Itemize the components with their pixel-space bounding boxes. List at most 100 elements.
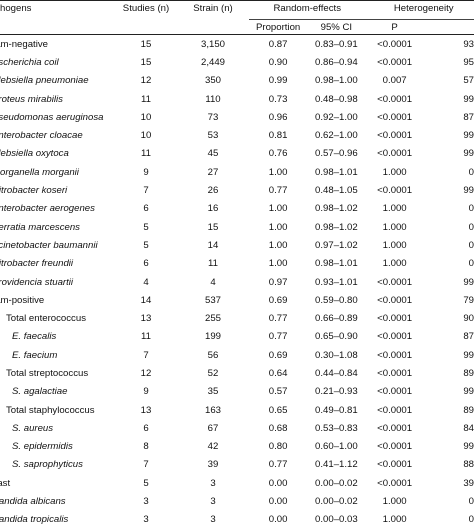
studies-cell: 13 [115,401,177,419]
pathogen-cell: Pseudomonas aeruginosa [0,108,115,126]
strain-cell: 42 [177,438,249,456]
i2-cell: 93.1 [424,35,474,54]
i2-cell: 0.0 [424,255,474,273]
proportion-cell: 0.57 [249,383,307,401]
pathogen-cell: Total streptococcus [0,364,115,382]
ci-cell: 0.00–0.03 [307,511,365,529]
pathogen-cell: E. faecium [0,346,115,364]
ci-cell: 0.83–0.91 [307,35,365,54]
p-value-cell: <0.0001 [366,35,424,54]
i2-cell: 99.8 [424,181,474,199]
studies-cell: 9 [115,163,177,181]
p-value-cell: <0.0001 [366,53,424,71]
ci-cell: 0.60–1.00 [307,438,365,456]
strain-cell: 35 [177,383,249,401]
ci-cell: 0.98–1.01 [307,163,365,181]
p-value-cell: 1.000 [366,218,424,236]
p-value-cell: <0.0001 [366,383,424,401]
p-value-cell: <0.0001 [366,474,424,492]
studies-cell: 13 [115,309,177,327]
pathogen-cell: east [0,474,115,492]
p-value-cell: <0.0001 [366,90,424,108]
i2-cell: 0.0 [424,200,474,218]
proportion-cell: 0.73 [249,90,307,108]
pathogen-cell: Citrobacter koseri [0,181,115,199]
pathogen-cell: Escherichia coil [0,53,115,71]
pathogen-cell: Enterobacter cloacae [0,126,115,144]
p-value-cell: 1.000 [366,492,424,510]
studies-cell: 6 [115,419,177,437]
pathogen-cell: Acinetobacter baumannii [0,236,115,254]
strain-cell: 15 [177,218,249,236]
pathogen-cell: Proteus mirabilis [0,90,115,108]
pathogen-cell: Klebsiella oxytoca [0,145,115,163]
header-strain: Strain (n) [177,1,249,35]
i2-cell: 79.3 [424,291,474,309]
strain-cell: 52 [177,364,249,382]
p-value-cell: <0.0001 [366,328,424,346]
p-value-cell: <0.0001 [366,401,424,419]
ci-cell: 0.57–0.96 [307,145,365,163]
proportion-cell: 0.69 [249,291,307,309]
i2-cell: 95.2 [424,53,474,71]
header-i2: I2 [424,20,474,35]
strain-cell: 255 [177,309,249,327]
p-value-cell: 1.000 [366,511,424,529]
ci-cell: 0.86–0.94 [307,53,365,71]
proportion-cell: 0.97 [249,273,307,291]
ci-cell: 0.93–1.01 [307,273,365,291]
ci-cell: 0.97–1.02 [307,236,365,254]
p-value-cell: <0.0001 [366,273,424,291]
studies-cell: 4 [115,273,177,291]
pathogen-cell: Total enterococcus [0,309,115,327]
proportion-cell: 0.96 [249,108,307,126]
studies-cell: 14 [115,291,177,309]
p-value-cell: <0.0001 [366,438,424,456]
studies-cell: 15 [115,53,177,71]
strain-cell: 537 [177,291,249,309]
table-row: ram-negative153,1500.870.83–0.91<0.00019… [0,35,474,54]
studies-cell: 7 [115,456,177,474]
i2-cell: 89.8 [424,401,474,419]
p-value-cell: <0.0001 [366,291,424,309]
pathogen-cell: ram-positive [0,291,115,309]
i2-cell: 0.0 [424,163,474,181]
proportion-cell: 0.00 [249,492,307,510]
strain-cell: 67 [177,419,249,437]
studies-cell: 3 [115,492,177,510]
p-value-cell: <0.0001 [366,126,424,144]
strain-cell: 2,449 [177,53,249,71]
p-value-cell: <0.0001 [366,309,424,327]
pathogen-cell: S. epidermidis [0,438,115,456]
pathogen-cell: Klebsiella pneumoniae [0,72,115,90]
strain-cell: 350 [177,72,249,90]
p-value-cell: <0.0001 [366,364,424,382]
proportion-cell: 0.77 [249,309,307,327]
studies-cell: 7 [115,346,177,364]
i2-cell: 99.7 [424,145,474,163]
proportion-cell: 0.65 [249,401,307,419]
ci-cell: 0.98–1.02 [307,200,365,218]
strain-cell: 26 [177,181,249,199]
ci-cell: 0.00–0.02 [307,474,365,492]
ci-cell: 0.44–0.84 [307,364,365,382]
pathogen-cell: ram-negative [0,35,115,54]
ci-cell: 0.92–1.00 [307,108,365,126]
i2-cell: 87.6 [424,108,474,126]
table-row: Candida tropicalis330.000.00–0.031.0000.… [0,511,474,529]
studies-cell: 5 [115,474,177,492]
header-random-effects: Random-effects [249,1,366,20]
proportion-cell: 1.00 [249,236,307,254]
proportion-cell: 1.00 [249,255,307,273]
